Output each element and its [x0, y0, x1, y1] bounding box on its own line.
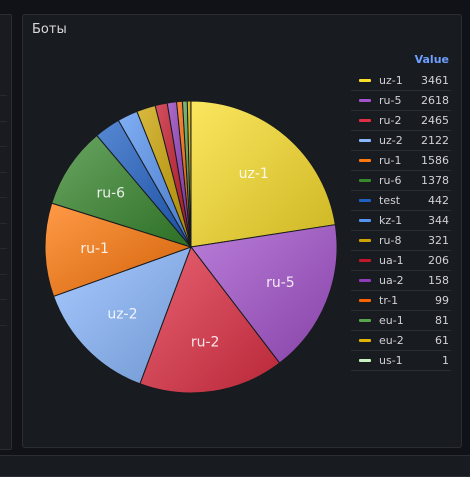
legend-label: uz-2 — [379, 134, 403, 147]
legend-swatch — [359, 79, 371, 82]
legend-item-ru-6[interactable]: ru-6 1378 — [351, 171, 451, 191]
legend-item-test[interactable]: test 442 — [351, 191, 451, 211]
legend-item-eu-1[interactable]: eu-1 81 — [351, 311, 451, 331]
legend-value: 1378 — [421, 174, 449, 187]
left-panel-divider — [0, 299, 7, 300]
legend-label: eu-2 — [379, 334, 404, 347]
legend-label: uz-1 — [379, 74, 403, 87]
legend-label: ru-1 — [379, 154, 401, 167]
pie-slice-label-ru-5: ru-5 — [266, 275, 295, 291]
legend-item-uz-2[interactable]: uz-2 2122 — [351, 131, 451, 151]
legend-value: 1586 — [421, 154, 449, 167]
legend-item-tr-1[interactable]: tr-1 99 — [351, 291, 451, 311]
left-panel — [0, 14, 12, 450]
legend-label: ua-1 — [379, 254, 404, 267]
pie-slice-label-uz-1: uz-1 — [239, 166, 269, 182]
left-panel-divider — [0, 223, 7, 224]
legend-value: 1 — [442, 354, 449, 367]
legend-label: tr-1 — [379, 294, 398, 307]
legend-value: 2465 — [421, 114, 449, 127]
legend-value: 344 — [428, 214, 449, 227]
legend-swatch — [359, 319, 371, 322]
legend-value-header[interactable]: Value — [351, 53, 451, 71]
legend-swatch — [359, 139, 371, 142]
legend-label: ru-6 — [379, 174, 401, 187]
pie-slice-label-ru-6: ru-6 — [96, 186, 125, 202]
legend-value: 2122 — [421, 134, 449, 147]
legend-label: test — [379, 194, 400, 207]
legend-value: 81 — [435, 314, 449, 327]
legend-swatch — [359, 99, 371, 102]
legend-label: ua-2 — [379, 274, 404, 287]
legend-item-ru-2[interactable]: ru-2 2465 — [351, 111, 451, 131]
legend-swatch — [359, 219, 371, 222]
legend-item-ua-2[interactable]: ua-2 158 — [351, 271, 451, 291]
legend-swatch — [359, 179, 371, 182]
legend-swatch — [359, 239, 371, 242]
left-panel-divider — [0, 121, 7, 122]
left-panel-divider — [0, 325, 7, 326]
pie-slice-label-ru-2: ru-2 — [191, 334, 220, 350]
legend-value: 206 — [428, 254, 449, 267]
legend-label: ru-2 — [379, 114, 401, 127]
legend-label: ru-5 — [379, 94, 401, 107]
legend-swatch — [359, 279, 371, 282]
bottom-panel — [0, 455, 470, 477]
legend-swatch — [359, 339, 371, 342]
legend-swatch — [359, 259, 371, 262]
left-panel-divider — [0, 95, 7, 96]
legend-item-ru-8[interactable]: ru-8 321 — [351, 231, 451, 251]
left-panel-divider — [0, 197, 7, 198]
legend-label: ru-8 — [379, 234, 401, 247]
legend-swatch — [359, 119, 371, 122]
legend-swatch — [359, 159, 371, 162]
legend-label: us-1 — [379, 354, 403, 367]
left-panel-divider — [0, 248, 7, 249]
legend-value: 158 — [428, 274, 449, 287]
legend-item-ru-1[interactable]: ru-1 1586 — [351, 151, 451, 171]
legend-swatch — [359, 359, 371, 362]
legend-value: 3461 — [421, 74, 449, 87]
legend-swatch — [359, 199, 371, 202]
legend-value: 2618 — [421, 94, 449, 107]
legend-swatch — [359, 299, 371, 302]
legend-item-eu-2[interactable]: eu-2 61 — [351, 331, 451, 351]
legend-value: 321 — [428, 234, 449, 247]
left-panel-divider — [0, 172, 7, 173]
legend: Value uz-1 3461 ru-5 2618 ru-2 2465 uz-2 2122 ru… — [351, 53, 451, 371]
legend-value: 442 — [428, 194, 449, 207]
left-panel-divider — [0, 274, 7, 275]
legend-item-kz-1[interactable]: kz-1 344 — [351, 211, 451, 231]
legend-item-uz-1[interactable]: uz-1 3461 — [351, 71, 451, 91]
left-panel-divider — [0, 146, 7, 147]
legend-label: eu-1 — [379, 314, 404, 327]
legend-item-ru-5[interactable]: ru-5 2618 — [351, 91, 451, 111]
legend-value: 99 — [435, 294, 449, 307]
pie-slice-label-ru-1: ru-1 — [80, 241, 109, 257]
legend-label: kz-1 — [379, 214, 402, 227]
pie-slice-label-uz-2: uz-2 — [107, 307, 137, 323]
legend-value: 61 — [435, 334, 449, 347]
legend-item-us-1[interactable]: us-1 1 — [351, 351, 451, 371]
legend-item-ua-1[interactable]: ua-1 206 — [351, 251, 451, 271]
